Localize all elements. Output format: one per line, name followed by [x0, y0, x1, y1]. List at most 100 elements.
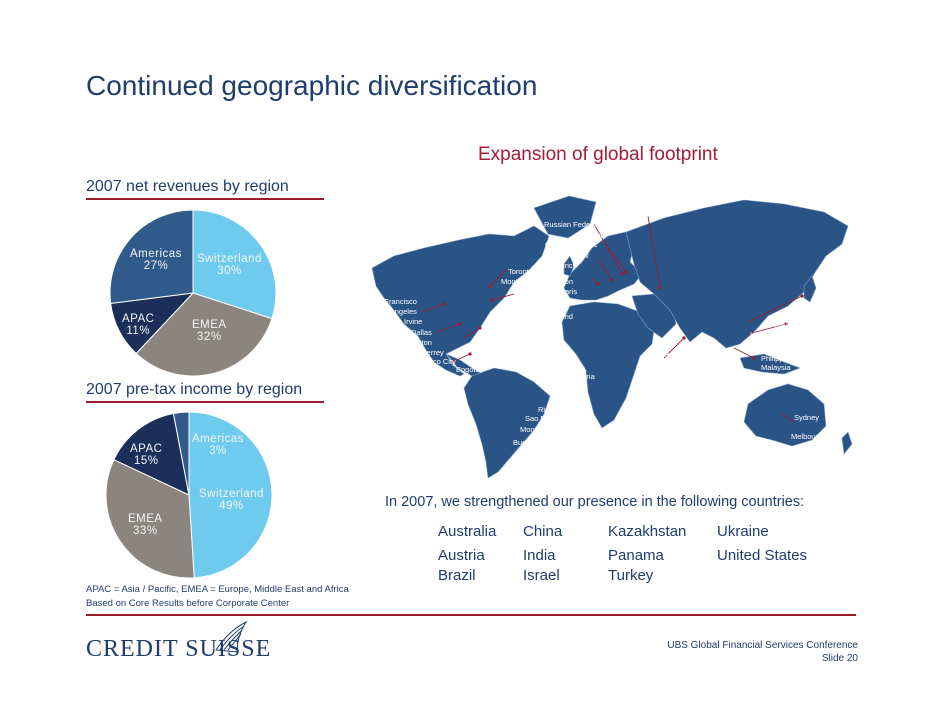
city-label: Santiago [447, 441, 477, 450]
slide-title: Continued geographic diversification [86, 70, 538, 101]
map-heading: Expansion of global footprint [478, 144, 718, 165]
city-label: Rio de Janeiro [538, 405, 587, 414]
revenue-label-emea: EMEA 32% [192, 319, 227, 343]
country-item: Israel [523, 567, 560, 584]
city-label: Atlanta [484, 322, 508, 331]
city-label: South Africa [606, 432, 647, 441]
revenue-label-switzerland: Switzerland 30% [197, 253, 262, 277]
city-label: Melbourne [791, 432, 827, 441]
city-label: Montreal [501, 277, 531, 286]
income-pie [105, 411, 273, 579]
country-item: Turkey [608, 567, 654, 584]
city-label: Jakarta [716, 394, 741, 403]
africa-shape [561, 301, 655, 429]
city-label: U.A.E. [670, 360, 692, 369]
australia-shape [743, 383, 827, 447]
pie-slice-americas [172, 411, 190, 496]
city-label: Monterrey [410, 348, 444, 357]
pie-slice-apac [113, 412, 190, 496]
city-label: Qatar [651, 374, 670, 383]
country-item: United States [717, 547, 808, 564]
city-label: Montevideo [520, 425, 559, 434]
city-label: Boston [508, 296, 532, 305]
pie-slice-switzerland [188, 411, 273, 579]
footnote-basis: Based on Core Results before Corporate C… [86, 598, 290, 609]
revenue-label-americas: Americas 27% [130, 248, 182, 272]
city-label: Madrid [550, 312, 573, 321]
city-label: Perth [718, 420, 736, 429]
city-label: Kazakhstan [615, 210, 655, 219]
pie-slice-emea [135, 292, 273, 377]
city-label: Buenos Aires [513, 438, 558, 447]
city-label: Zurich [556, 261, 577, 270]
city-label: Beijing [775, 321, 798, 330]
revenue-label-apac: APAC 11% [122, 313, 155, 337]
country-item: Austria [438, 547, 485, 564]
revenue-pie [109, 209, 277, 377]
country-item: China [523, 523, 563, 540]
logo-text: CREDIT SUISSE [86, 636, 272, 662]
country-item: Panama [608, 547, 664, 564]
city-label: Philippines [761, 354, 798, 363]
city-label: Milan [553, 299, 571, 308]
pie-slice-emea [105, 458, 195, 579]
south-america-shape [463, 367, 551, 479]
credit-suisse-logo: CREDIT SUISSE [86, 620, 272, 663]
slide-number: Slide 20 [821, 653, 858, 664]
city-label: Bangkok [761, 344, 791, 353]
city-label: Ukraine [579, 231, 605, 240]
city-label: New York [494, 314, 526, 323]
city-label: Sydney [794, 413, 820, 422]
country-item: India [523, 547, 556, 564]
footer-rule [86, 614, 856, 616]
city-label: San Francisco [369, 297, 417, 306]
revenue-heading-rule [86, 198, 324, 200]
footnote-abbreviations: APAC = Asia / Pacific, EMEA = Europe, Mi… [86, 584, 349, 595]
greenland-shape [533, 195, 597, 239]
new-zealand-shape [841, 431, 853, 455]
japan-shape [803, 275, 817, 303]
city-label: Nigeria [571, 372, 595, 381]
conference-name: UBS Global Financial Services Conference [667, 640, 858, 651]
city-label: Sao Paulo [525, 414, 560, 423]
income-heading-rule [86, 401, 324, 403]
country-item: Ukraine [717, 523, 769, 540]
city-label: Los Angeles [376, 307, 417, 316]
revenue-heading: 2007 net revenues by region [86, 178, 289, 195]
pie-slice-americas [109, 209, 194, 304]
city-label: Bogota [456, 365, 480, 374]
city-label: Irvine [404, 317, 423, 326]
income-label-emea: EMEA 33% [128, 513, 163, 537]
city-label: Paris [560, 287, 578, 296]
income-label-switzerland: Switzerland 49% [199, 488, 264, 512]
income-heading: 2007 pre-tax income by region [86, 381, 303, 398]
city-label: Cayman Islands [498, 348, 552, 357]
country-item: Brazil [438, 567, 476, 584]
city-label: Dallas [411, 328, 432, 337]
city-label: Singapore [681, 368, 716, 377]
world-map [371, 195, 853, 479]
city-label: Czech Republic [545, 240, 598, 249]
uk-shape [563, 255, 575, 277]
city-label: Nassau [507, 339, 533, 348]
country-item: Kazakhstan [608, 523, 687, 540]
city-label: Mexico City [417, 357, 456, 366]
city-label: Wroclaw [560, 251, 589, 260]
city-label: Pune [664, 350, 682, 359]
city-label: London [548, 277, 574, 286]
city-label: Hong Kong [750, 330, 788, 339]
asia-shape [625, 199, 849, 349]
city-label: Toronto [508, 267, 534, 276]
pie-slice-switzerland [192, 209, 277, 320]
country-item: Australia [438, 523, 497, 540]
city-label: Kuala Lumpur [681, 381, 728, 390]
city-label: Chicago [499, 305, 527, 314]
city-label: Tokyo [794, 310, 814, 319]
city-label: Houston [404, 338, 432, 347]
sail-icon [215, 620, 248, 653]
income-label-americas: Americas 3% [192, 433, 244, 457]
expansion-statement: In 2007, we strengthened our presence in… [385, 494, 805, 510]
city-label: Malaysia [761, 363, 791, 372]
city-label: Miami [485, 331, 505, 340]
city-label: Russian Federation [544, 220, 610, 229]
